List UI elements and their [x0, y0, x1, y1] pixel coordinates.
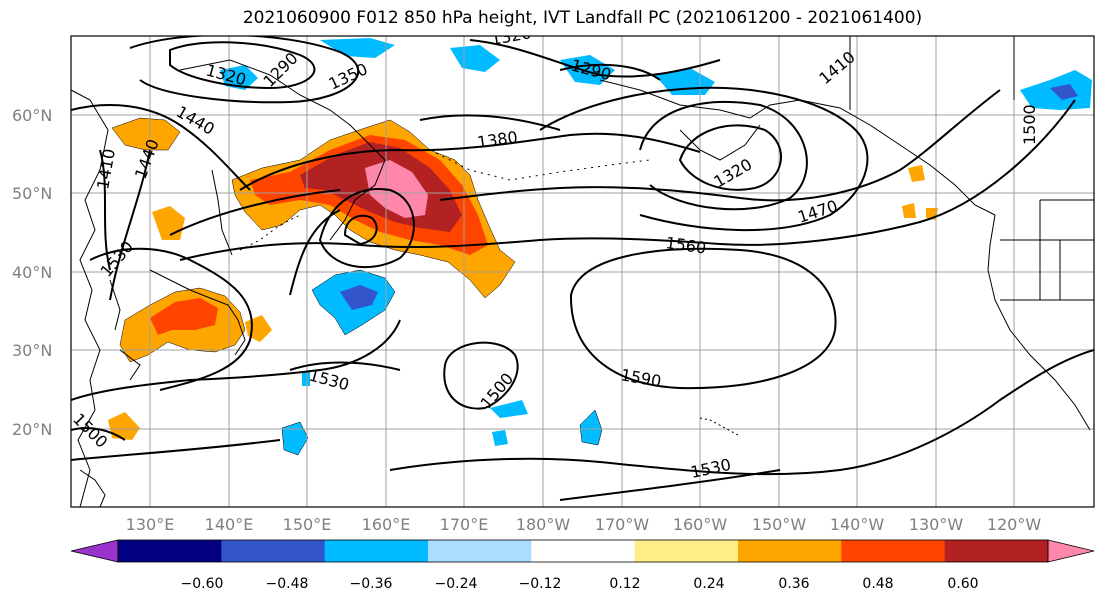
lon-label: 140°E [205, 515, 254, 534]
lon-label: 120°W [987, 515, 1042, 534]
lat-label: 50°N [12, 184, 52, 203]
colorbar-tick-label: −0.60 [181, 576, 224, 592]
lon-label: 150°W [752, 515, 807, 534]
latitude-labels: 60°N 50°N 40°N 30°N 20°N [12, 106, 52, 439]
colorbar-segment [944, 540, 1049, 562]
colorbar-segment [324, 540, 429, 562]
lon-label: 170°W [595, 515, 650, 534]
colorbar-segment [221, 540, 326, 562]
colorbar-ticks: −0.60 −0.48 −0.36 −0.24 −0.12 0.12 0.24 … [181, 576, 979, 592]
colorbar-tick-label: −0.36 [350, 576, 393, 592]
colorbar-segment [738, 540, 842, 562]
lon-label: 180°W [516, 515, 571, 534]
colorbar-extend-low [70, 539, 119, 563]
lon-label: 150°E [283, 515, 332, 534]
map-title: 2021060900 F012 850 hPa height, IVT Land… [242, 8, 923, 28]
lat-label: 20°N [12, 420, 52, 439]
colorbar-tick-label: 0.12 [609, 576, 640, 592]
lon-label: 140°W [830, 515, 885, 534]
lat-label: 30°N [12, 341, 52, 360]
lon-label: 130°E [126, 515, 175, 534]
lat-label: 40°N [12, 263, 52, 282]
colorbar [70, 539, 1095, 563]
lon-label: 170°E [440, 515, 489, 534]
colorbar-extend-high [1047, 539, 1095, 563]
colorbar-tick-label: 0.36 [778, 576, 809, 592]
longitude-labels: 130°E 140°E 150°E 160°E 170°E 180°W 170°… [126, 515, 1042, 534]
lat-label: 60°N [12, 106, 52, 125]
colorbar-segment [841, 540, 946, 562]
colorbar-tick-label: −0.48 [266, 576, 309, 592]
height-contours [71, 36, 1094, 501]
colorbar-tick-label: −0.24 [435, 576, 478, 592]
map-frame [70, 35, 1095, 508]
colorbar-segment [531, 540, 636, 562]
lon-label: 130°W [909, 515, 964, 534]
contour-label: 1500 [1020, 104, 1039, 145]
lon-label: 160°E [362, 515, 411, 534]
colorbar-segment [118, 540, 222, 562]
map-area: 1320 1290 1350 1320 1290 1410 1440 1410 … [71, 36, 1094, 507]
colorbar-tick-label: 0.48 [862, 576, 893, 592]
colorbar-segment [428, 540, 532, 562]
colorbar-segment [634, 540, 739, 562]
colorbar-tick-label: 0.24 [693, 576, 724, 592]
lon-label: 160°W [673, 515, 728, 534]
colorbar-tick-label: −0.12 [519, 576, 562, 592]
coastlines [71, 36, 1094, 507]
colorbar-tick-label: 0.60 [947, 576, 978, 592]
colorbar-frame [117, 539, 1049, 563]
